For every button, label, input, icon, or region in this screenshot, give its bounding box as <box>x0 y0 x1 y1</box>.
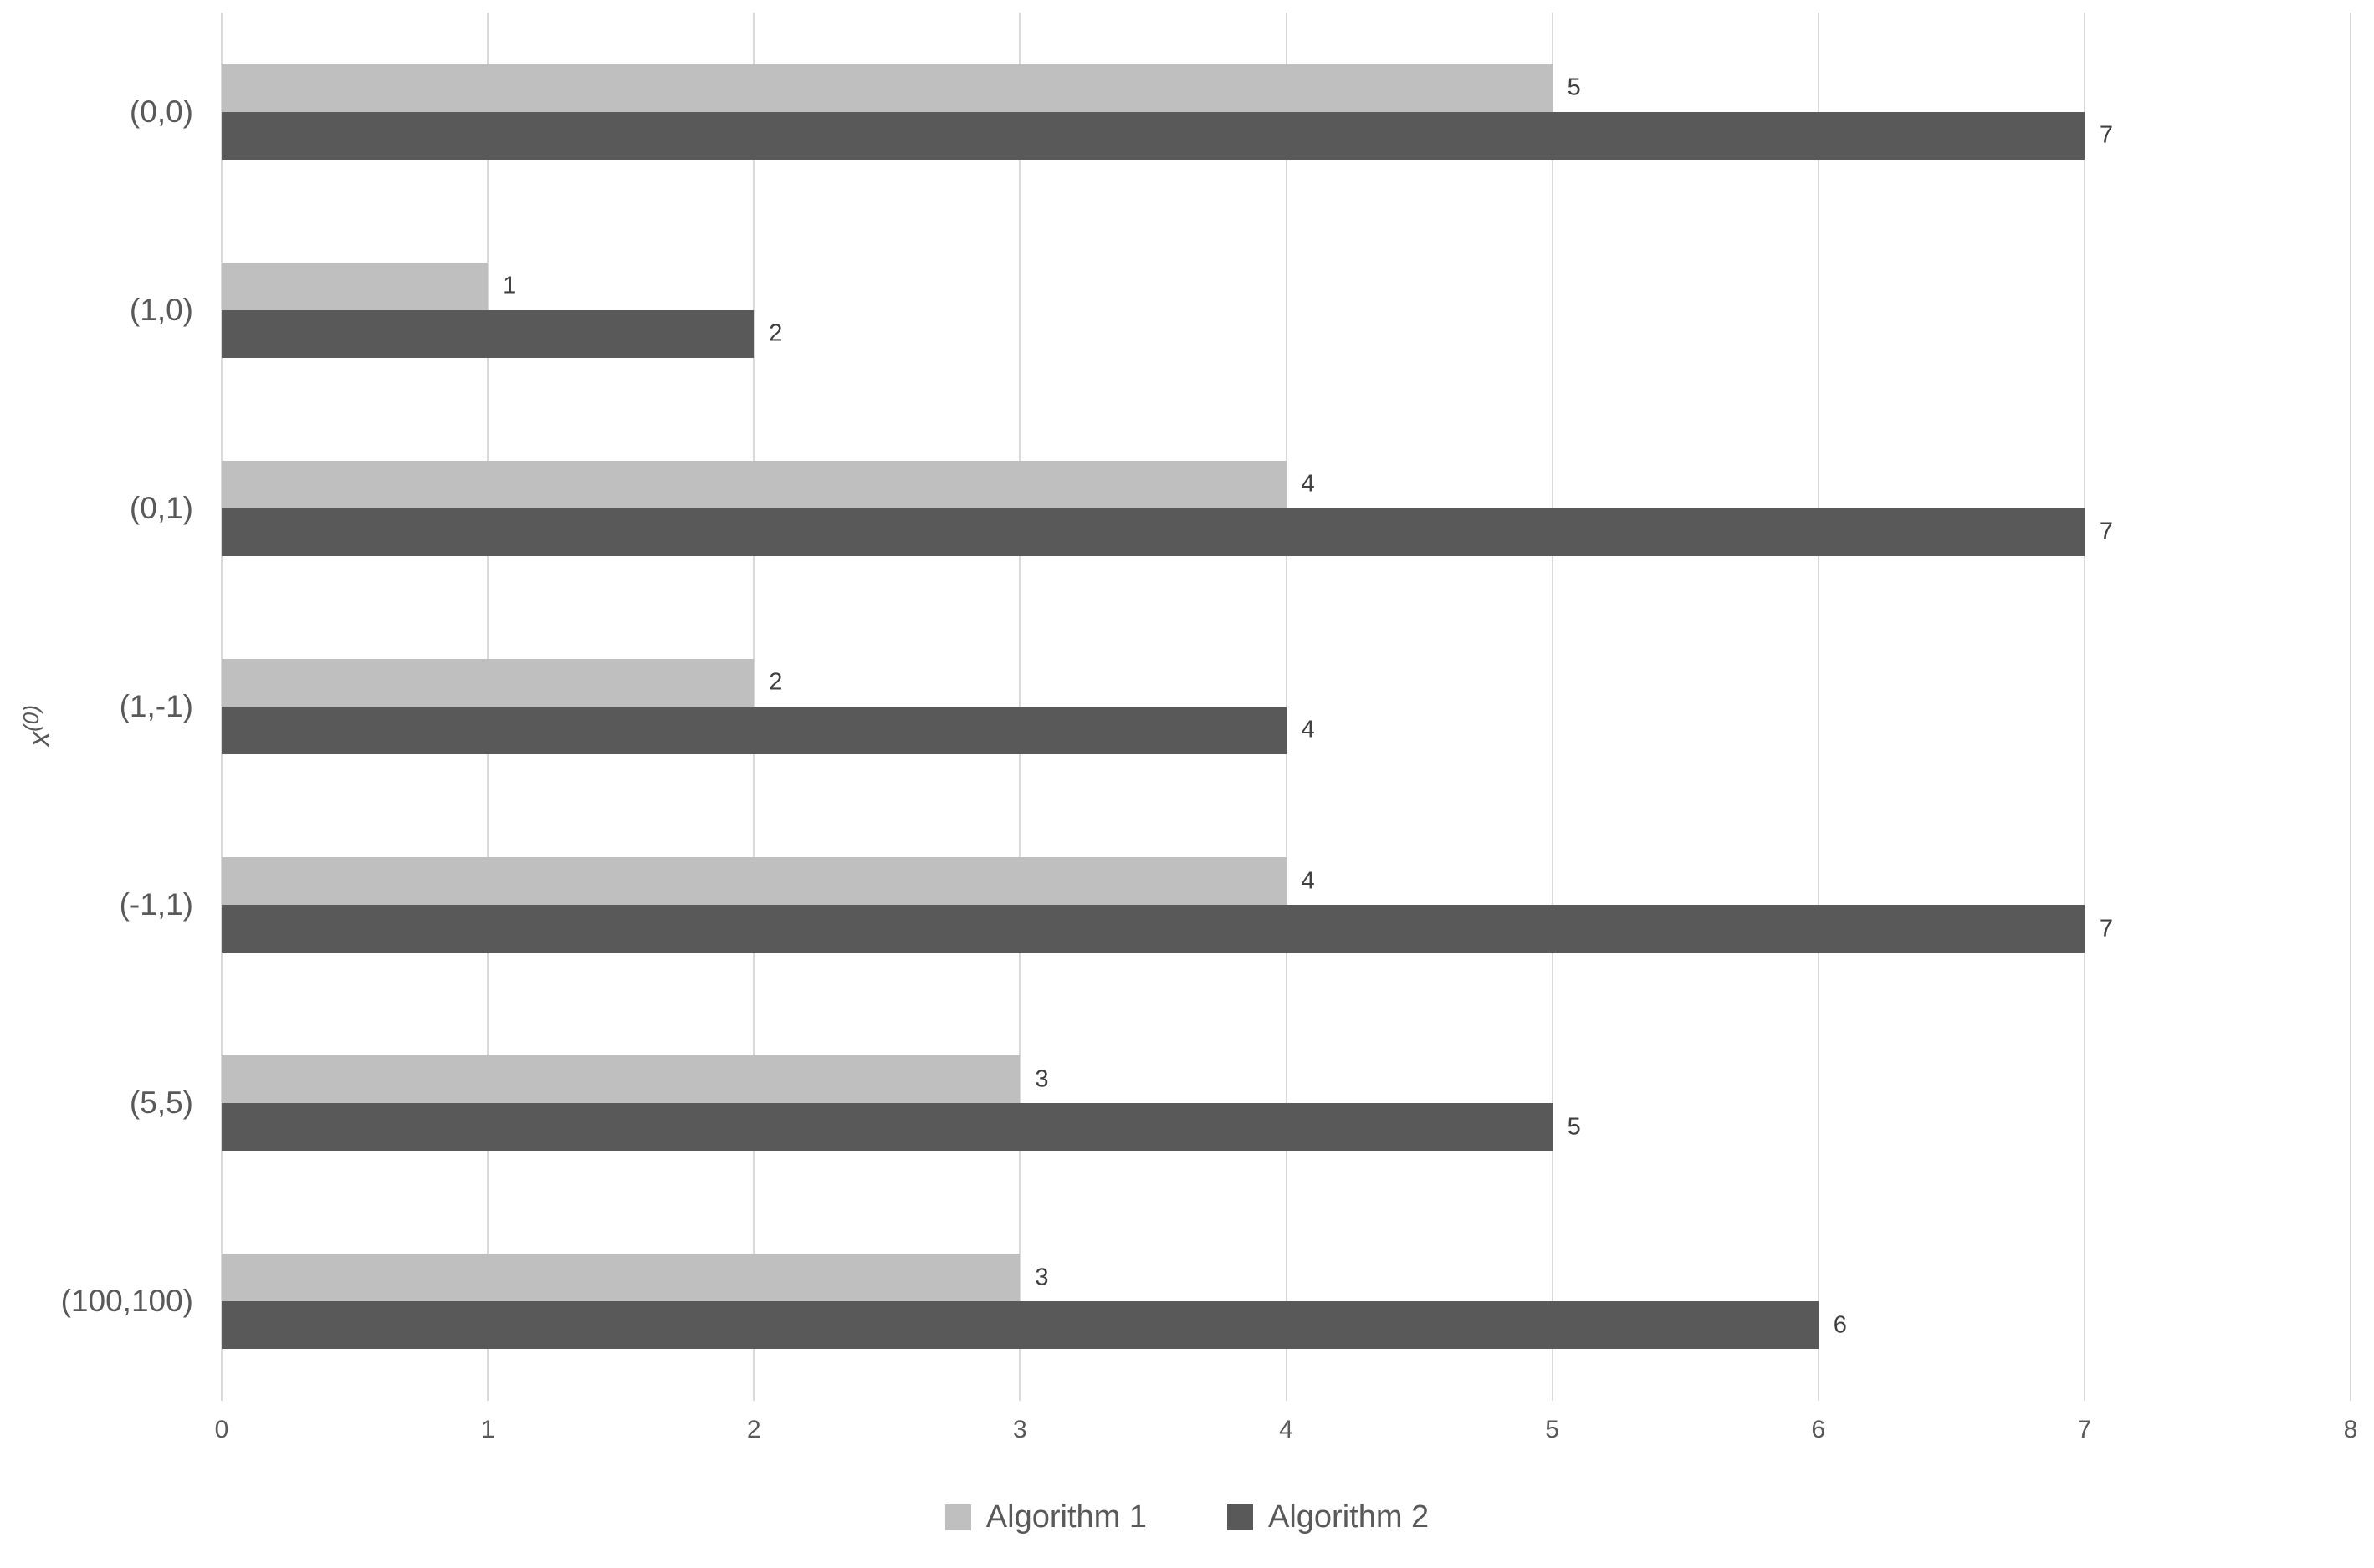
category-label: (-1,1) <box>119 887 193 922</box>
category-row: (1,-1) 2 4 <box>120 607 2351 805</box>
x-tick-label-7: 7 <box>2077 1416 2092 1443</box>
category-label: (5,5) <box>129 1085 193 1121</box>
data-label: 4 <box>1301 470 1315 498</box>
legend-label-algorithm-1: Algorithm 1 <box>985 1499 1147 1535</box>
gridline-x-4 <box>1285 13 1287 1401</box>
bar-series-1[interactable]: 4 <box>222 857 1315 906</box>
category-label: (1,0) <box>129 292 193 327</box>
bar-series-2[interactable]: 7 <box>222 905 2113 953</box>
bar-series-2[interactable]: 2 <box>222 309 782 358</box>
gridline-x-5 <box>1551 13 1553 1401</box>
category-row: (5,5) 3 5 <box>130 1004 2351 1203</box>
gridline-x-7 <box>2083 13 2085 1401</box>
data-label: 2 <box>769 319 783 347</box>
category-row: (-1,1) 4 7 <box>120 806 2351 1004</box>
category-label: (100,100) <box>60 1284 193 1319</box>
legend-item-algorithm-2[interactable]: Algorithm 2 <box>1227 1499 1429 1535</box>
x-axis: 0 1 2 3 4 5 6 7 8 <box>215 1416 2358 1453</box>
bar-series-2[interactable]: 5 <box>222 1103 1581 1152</box>
data-label: 2 <box>769 668 783 696</box>
x-tick-label-5: 5 <box>1545 1416 1559 1443</box>
bar-series-1[interactable]: 5 <box>222 64 1581 112</box>
bar-series-2[interactable]: 7 <box>222 508 2113 556</box>
x-tick-label-0: 0 <box>214 1416 229 1443</box>
category-row: (100,100) 3 6 <box>61 1203 2351 1401</box>
bar-series-2[interactable]: 6 <box>222 1301 1847 1350</box>
gridline-x-8 <box>2350 13 2351 1401</box>
data-label: 7 <box>2099 915 2114 942</box>
data-label: 6 <box>1833 1311 1847 1339</box>
category-row: (0,0) 5 7 <box>130 13 2351 211</box>
data-label: 3 <box>1035 1065 1049 1093</box>
category-row: (0,1) 4 7 <box>130 409 2351 607</box>
data-label: 4 <box>1301 867 1315 895</box>
data-label: 3 <box>1035 1264 1049 1291</box>
x-tick-label-1: 1 <box>480 1416 495 1443</box>
data-label: 4 <box>1301 716 1315 743</box>
x-tick-label-6: 6 <box>1811 1416 1826 1443</box>
bar-series-1[interactable]: 1 <box>222 262 516 310</box>
legend-swatch-algorithm-1-icon <box>944 1504 971 1530</box>
data-label: 5 <box>1567 74 1581 101</box>
x-tick-label-3: 3 <box>1013 1416 1027 1443</box>
data-label: 5 <box>1567 1113 1581 1141</box>
bar-rows: (0,0) 5 7 (1,0) 1 2 (0,1) 4 7 (1,-1) 2 4 (-1,1) 4 7 (5,… <box>61 13 2351 1401</box>
gridline-x-6 <box>1817 13 1819 1401</box>
category-row: (1,0) 1 2 <box>130 211 2351 409</box>
legend-swatch-algorithm-2-icon <box>1227 1504 1253 1530</box>
legend-label-algorithm-2: Algorithm 2 <box>1268 1499 1430 1535</box>
bar-series-1[interactable]: 4 <box>222 460 1315 508</box>
bar-series-1[interactable]: 3 <box>222 1055 1049 1104</box>
bar-series-2[interactable]: 4 <box>222 706 1315 754</box>
bar-series-1[interactable]: 2 <box>222 658 782 707</box>
x-tick-label-8: 8 <box>2343 1416 2358 1443</box>
plot-area: (0,0) 5 7 (1,0) 1 2 (0,1) 4 7 (1,-1) 2 4 (-1,1) 4 7 (5,… <box>61 13 2351 1401</box>
bar-series-2[interactable]: 7 <box>222 111 2113 160</box>
legend: Algorithm 1 Algorithm 2 <box>0 1499 2374 1535</box>
x-tick-label-4: 4 <box>1279 1416 1293 1443</box>
data-label: 1 <box>503 272 517 299</box>
legend-item-algorithm-1[interactable]: Algorithm 1 <box>944 1499 1147 1535</box>
data-label: 7 <box>2099 518 2114 545</box>
y-axis-title: x(0) <box>18 705 57 747</box>
category-label: (1,-1) <box>119 688 193 723</box>
bar-series-1[interactable]: 3 <box>222 1254 1049 1302</box>
category-label: (0,1) <box>129 490 193 525</box>
data-label: 7 <box>2099 121 2114 149</box>
category-label: (0,0) <box>129 94 193 129</box>
x-tick-label-2: 2 <box>746 1416 761 1443</box>
y-axis-title-superscript: (0) <box>18 705 43 732</box>
y-axis-title-base: x <box>21 731 56 747</box>
